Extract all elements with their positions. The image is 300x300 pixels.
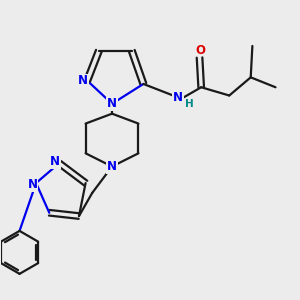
Text: O: O: [196, 44, 206, 57]
Text: N: N: [107, 97, 117, 110]
Text: N: N: [28, 178, 38, 191]
Text: N: N: [50, 155, 60, 168]
Text: N: N: [173, 91, 183, 104]
Text: H: H: [185, 99, 194, 110]
Text: N: N: [78, 74, 88, 87]
Text: N: N: [107, 160, 117, 173]
